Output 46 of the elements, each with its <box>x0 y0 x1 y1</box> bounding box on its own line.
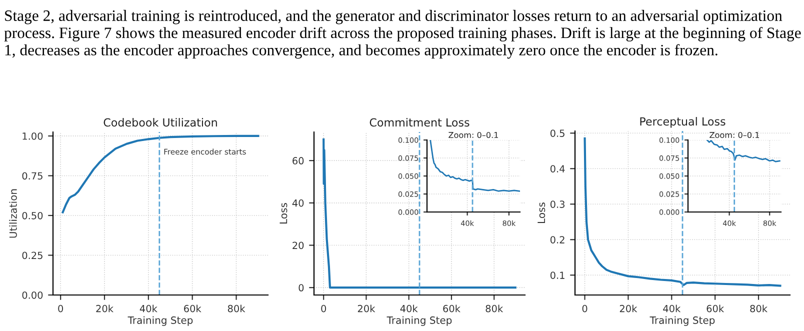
x-tick-label: 60k <box>443 304 460 312</box>
line-series <box>584 137 782 287</box>
y-axis-title: Utilization <box>9 189 17 238</box>
y-tick-label: 60 <box>292 157 304 164</box>
chart-title: Commitment Loss <box>370 118 470 127</box>
x-tick-label: 60k <box>184 304 202 312</box>
x-tick-label: 0 <box>582 304 588 312</box>
text: Stage 2, adversarial training is reintroduced, and the generator and discriminator losses return to an adversarial optimization process. Figure 7 shows the measured encoder drift across the proposed training phases. Drift is large at the beginning of Stage 1, decreases as the encoder approaches convergence, and becomes approximately zero once the encoder is frozen. <box>4 10 801 59</box>
y-tick-label: 20 <box>292 242 304 250</box>
x-tick-label: 20k <box>620 304 638 312</box>
y-tick-label: 0.25 <box>22 252 42 260</box>
y-tick-label: 0 <box>298 284 304 292</box>
y-tick-label: 0.00 <box>22 291 43 299</box>
x-tick-label: 20k <box>96 304 114 312</box>
y-tick-label: 0.2 <box>550 236 564 244</box>
x-axis-title: Training Step <box>128 316 193 326</box>
y-tick-label: 1.00 <box>22 132 43 140</box>
x-tick-label: 60k <box>706 304 724 312</box>
y-tick-label: 0.3 <box>550 200 564 208</box>
chart-title: Zoom: 0–0.1 <box>448 132 498 138</box>
line-series <box>322 138 516 289</box>
y-tick-label: 0.75 <box>22 172 42 180</box>
x-tick-label: 0 <box>58 304 64 312</box>
line-series <box>62 134 260 214</box>
chart-title: Codebook Utilization <box>104 118 217 127</box>
x-tick-label: 80k <box>486 304 504 312</box>
x-tick-label: 0 <box>321 304 326 312</box>
x-tick-label: 80k <box>750 304 768 312</box>
chart-title: Perceptual Loss <box>640 117 726 128</box>
x-tick-label: 40k <box>663 304 681 312</box>
y-tick-label: 0.50 <box>22 212 43 220</box>
x-axis-title: Training Step <box>386 316 452 326</box>
x-tick-label: 40k <box>140 304 158 312</box>
y-tick-label: 0.5 <box>550 130 564 137</box>
x-axis-title: Training Step <box>650 316 715 326</box>
y-tick-label: 0.4 <box>550 165 565 172</box>
y-tick-label: 0.1 <box>550 272 564 279</box>
x-tick-label: 20k <box>358 304 376 312</box>
line-series <box>706 140 780 162</box>
y-axis-title: Loss <box>280 203 288 224</box>
chart-title: Zoom: 0–0.1 <box>710 132 759 138</box>
line-series <box>430 140 520 192</box>
y-axis-title: Loss <box>538 202 546 223</box>
y-tick-label: 40 <box>292 199 304 207</box>
x-tick-label: 40k <box>400 304 418 312</box>
x-tick-label: 80k <box>228 304 246 312</box>
